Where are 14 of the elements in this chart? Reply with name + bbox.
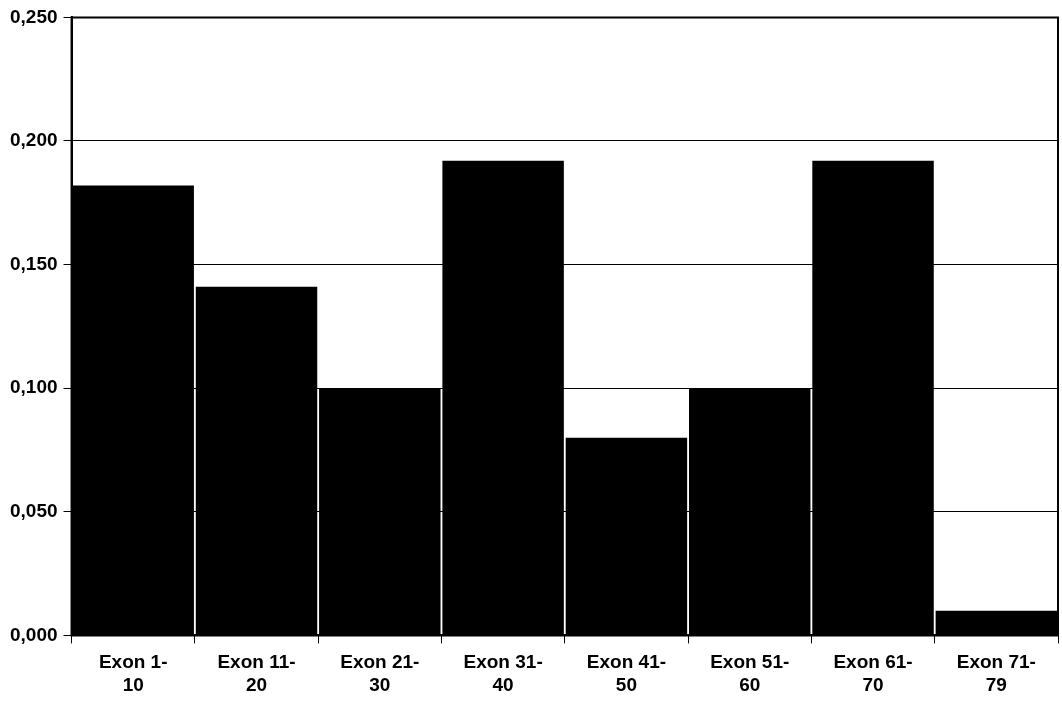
y-tick-label: 0,100 bbox=[10, 376, 58, 398]
x-tick-label: Exon 51-60 bbox=[710, 651, 790, 695]
x-tick-label: Exon 31-40 bbox=[463, 651, 543, 695]
x-tick-label: Exon 21-30 bbox=[340, 651, 420, 695]
y-tick-label: 0,150 bbox=[10, 252, 58, 274]
y-tick-label: 0,250 bbox=[10, 5, 58, 27]
y-tick-label: 0,200 bbox=[10, 129, 58, 151]
x-tick-label: Exon 71-79 bbox=[956, 651, 1036, 695]
x-tick-label: Exon 1-10 bbox=[98, 651, 168, 695]
y-tick-label: 0,050 bbox=[10, 500, 58, 522]
x-tick-label: Exon 61-70 bbox=[833, 651, 913, 695]
x-tick-label: Exon 11-20 bbox=[217, 651, 296, 695]
x-tick-label: Exon 41-50 bbox=[586, 651, 667, 695]
y-tick-label: 0,000 bbox=[10, 623, 58, 645]
